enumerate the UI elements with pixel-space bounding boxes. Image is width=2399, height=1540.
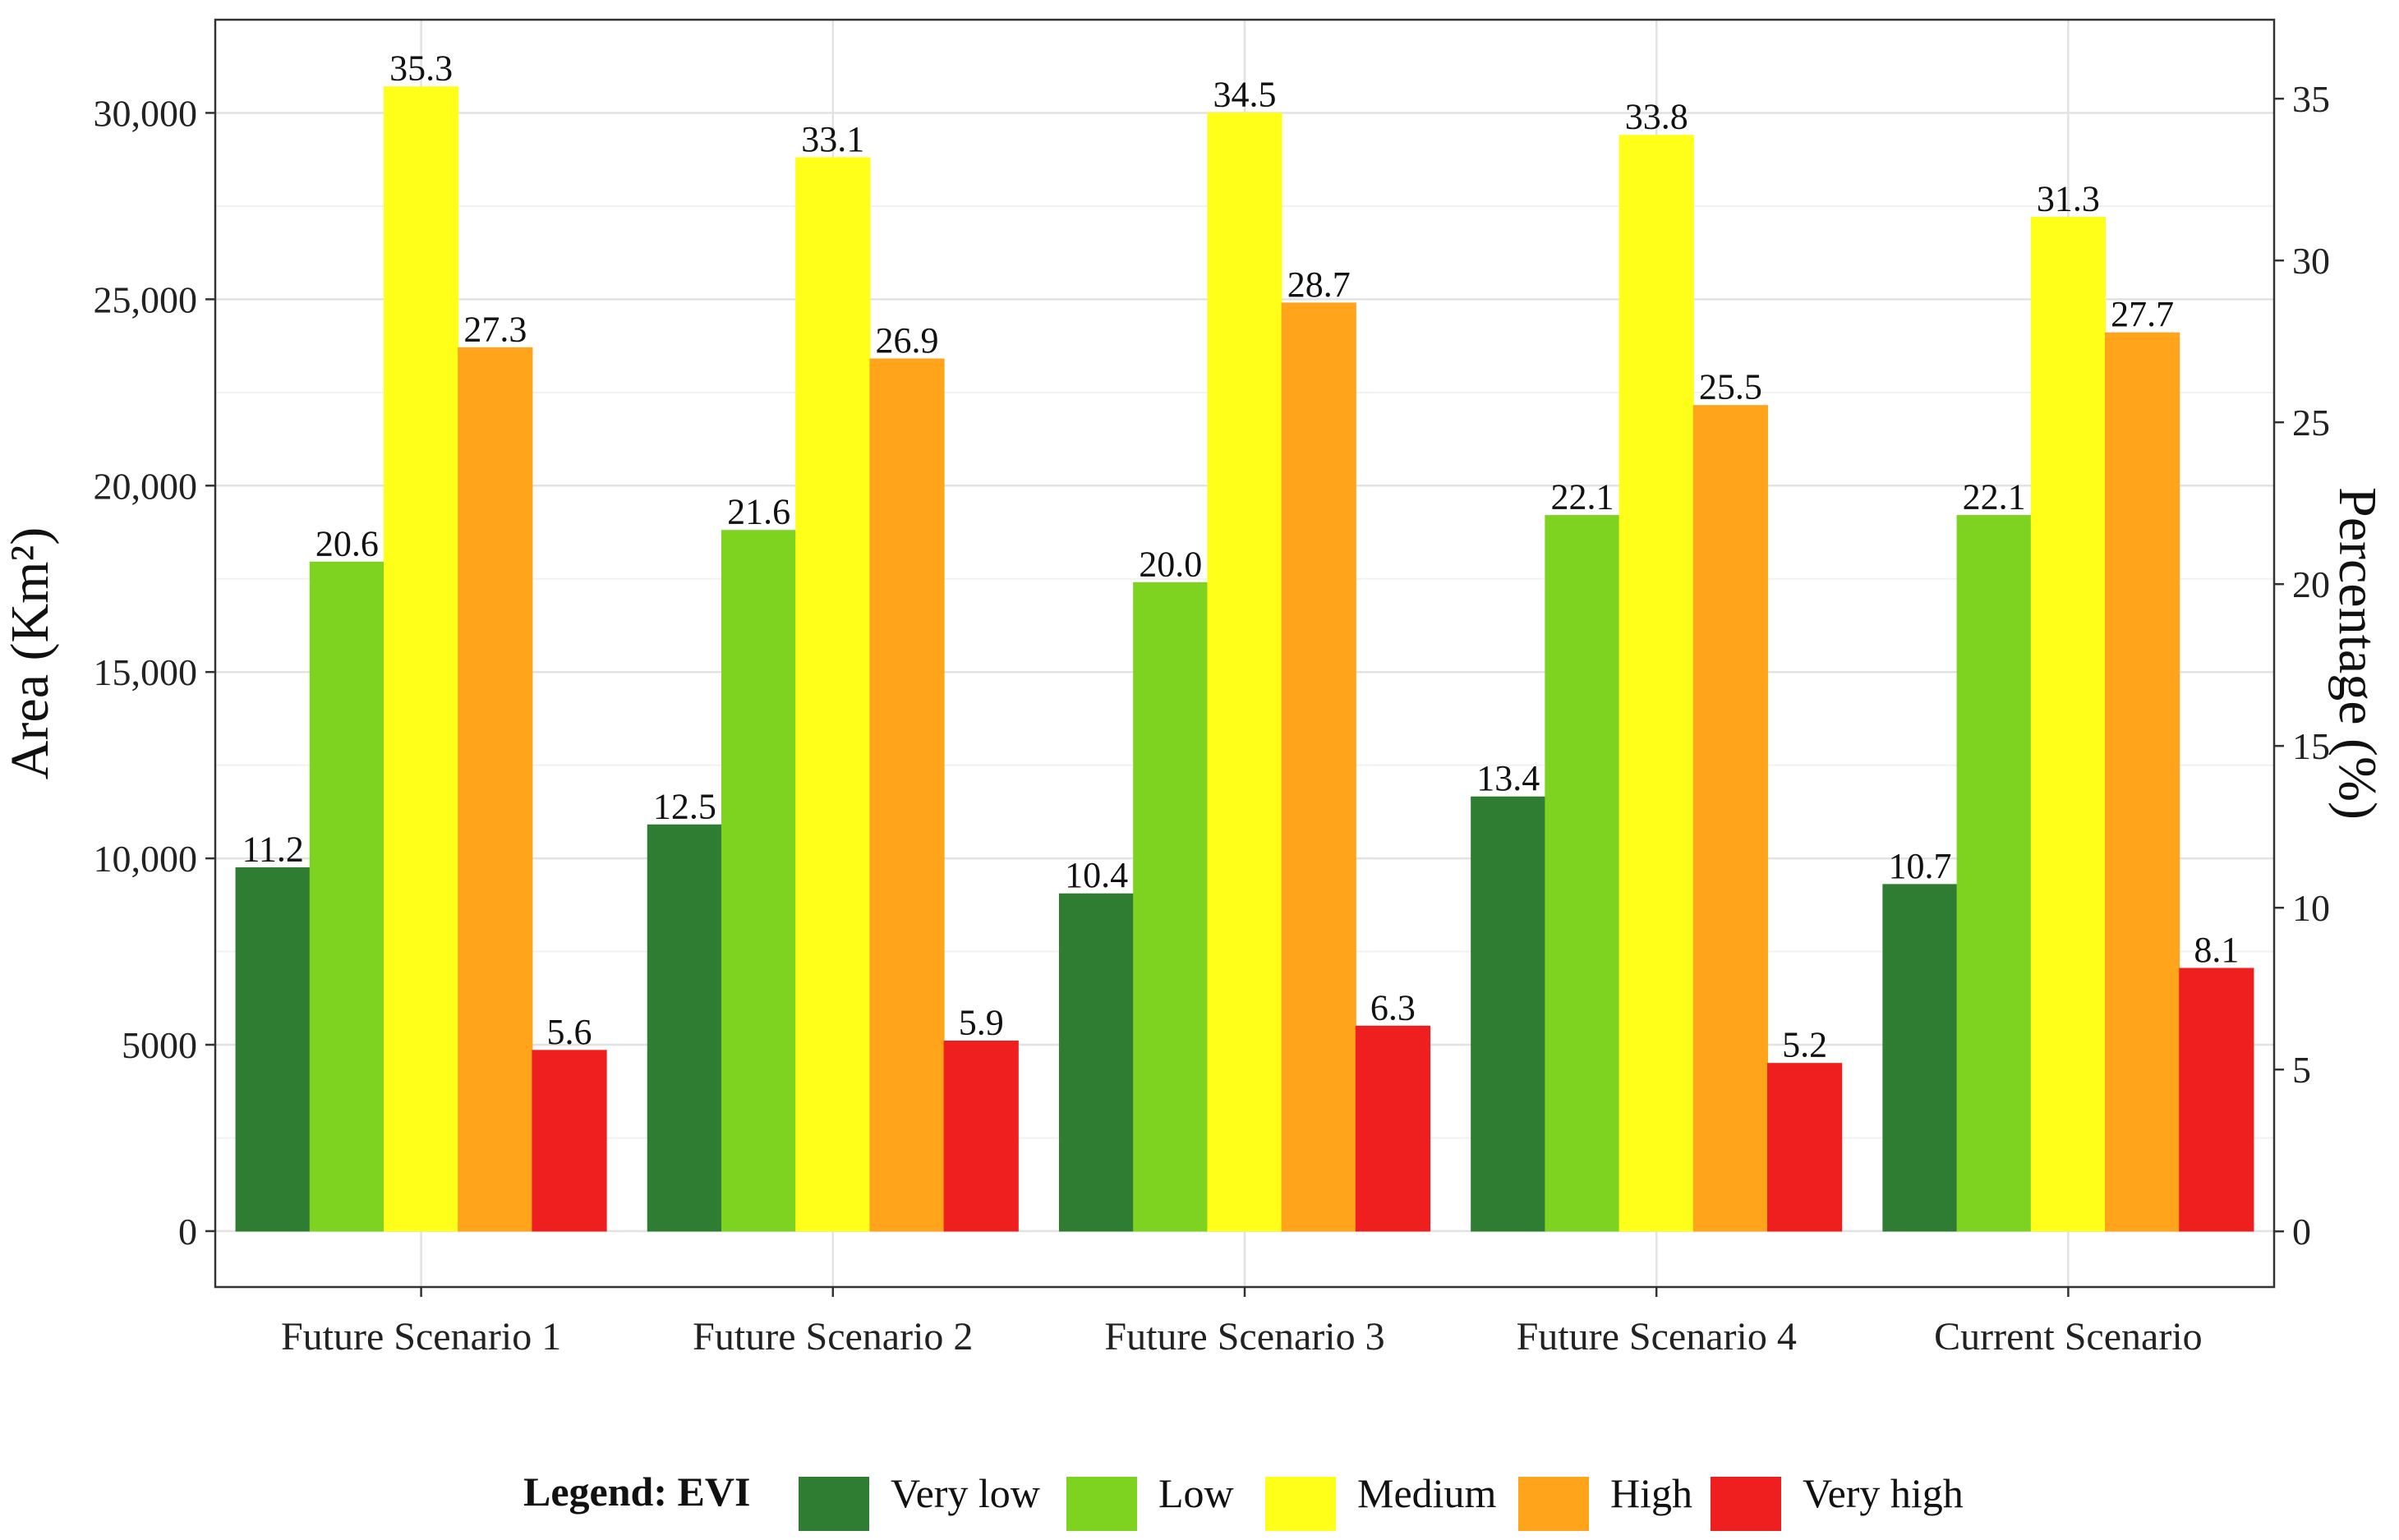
bar-data-label: 11.2: [242, 829, 303, 869]
bar-data-label: 25.5: [1699, 367, 1762, 407]
legend-title: Legend: EVI: [523, 1469, 750, 1515]
bar: [1882, 884, 1958, 1232]
bar: [1545, 515, 1620, 1232]
legend-label: Very low: [891, 1470, 1040, 1516]
bar: [795, 157, 871, 1232]
bar: [943, 1040, 1019, 1232]
bar: [2105, 332, 2180, 1232]
bar: [532, 1050, 607, 1232]
data-labels-layer: 11.2 20.6 35.3 27.3 5.6 12.5 21.6 33.1 26.9 5.9 10…: [242, 48, 2239, 1065]
bar: [309, 561, 384, 1232]
bar: [1471, 796, 1546, 1232]
y2-tick-label: 25: [2292, 402, 2330, 444]
bar: [2030, 217, 2107, 1232]
bar: [1133, 582, 1209, 1232]
bar-data-label: 34.5: [1213, 74, 1277, 114]
bar-data-label: 27.7: [2111, 294, 2174, 334]
bar-data-label: 10.7: [1888, 846, 1951, 886]
y-tick-label: 20,000: [94, 465, 198, 507]
y2-tick-label: 5: [2292, 1049, 2311, 1091]
bar: [235, 867, 311, 1232]
bar: [1355, 1025, 1431, 1232]
bar-data-label: 27.3: [463, 309, 527, 349]
x-tick-label: Future Scenario 1: [281, 1315, 561, 1358]
y-tick-label: 0: [178, 1211, 197, 1253]
bar: [1692, 405, 1769, 1232]
bar-data-label: 5.6: [547, 1012, 592, 1052]
bar: [721, 530, 797, 1232]
y-tick-label: 25,000: [94, 278, 198, 320]
y-axis-title: Area (Km²): [0, 527, 60, 779]
bar: [458, 347, 533, 1232]
legend-label: Medium: [1357, 1470, 1497, 1516]
bar-data-label: 28.7: [1287, 264, 1351, 305]
bar-data-label: 22.1: [1963, 477, 2026, 517]
y2-tick-label: 0: [2292, 1211, 2311, 1253]
y2-tick-label: 15: [2292, 725, 2330, 767]
bar: [383, 86, 459, 1232]
bar-data-label: 10.4: [1065, 855, 1128, 895]
legend-label: Low: [1158, 1470, 1234, 1516]
legend-key: [799, 1477, 869, 1531]
bar-data-label: 33.1: [801, 119, 864, 159]
legend-label: Very high: [1803, 1470, 1964, 1516]
y2-tick-label: 35: [2292, 78, 2330, 120]
bar-data-label: 6.3: [1370, 987, 1416, 1027]
bar-data-label: 35.3: [389, 48, 453, 89]
legend-key: [1711, 1477, 1781, 1531]
bar: [647, 824, 722, 1232]
axis-layer: 0 5000 10,000 15,000 20,000 25,000 30,000 0 5 10 1…: [94, 78, 2331, 1358]
bar-data-label: 22.1: [1550, 477, 1614, 517]
bar-data-label: 33.8: [1625, 97, 1688, 137]
y2-tick-label: 20: [2292, 563, 2330, 605]
y-tick-label: 15,000: [94, 651, 198, 693]
bar-data-label: 12.5: [653, 786, 716, 826]
y2-axis-title: Percentage (%): [2328, 487, 2387, 820]
bar-data-label: 20.6: [315, 523, 379, 563]
legend-label: High: [1610, 1470, 1692, 1516]
y-tick-label: 5000: [122, 1024, 197, 1066]
y-tick-label: 30,000: [94, 92, 198, 134]
bar: [1207, 112, 1282, 1232]
bar-data-label: 20.0: [1139, 544, 1202, 584]
y2-tick-label: 30: [2292, 240, 2330, 282]
bar-data-label: 8.1: [2194, 930, 2239, 970]
bar: [1619, 135, 1694, 1232]
bar-data-label: 13.4: [1476, 758, 1540, 798]
bar: [1956, 515, 2032, 1232]
bar: [869, 358, 945, 1232]
bar-data-label: 5.9: [959, 1002, 1004, 1042]
legend-key: [1066, 1477, 1137, 1531]
y2-tick-label: 10: [2292, 887, 2330, 929]
legend-key: [1265, 1477, 1336, 1531]
bar: [1767, 1063, 1843, 1232]
bar-data-label: 26.9: [876, 320, 939, 361]
bar: [1281, 302, 1356, 1232]
bar-data-label: 5.2: [1782, 1025, 1827, 1065]
bar-data-label: 21.6: [727, 492, 790, 532]
legend-key: [1518, 1477, 1589, 1531]
x-tick-label: Future Scenario 4: [1517, 1315, 1797, 1358]
x-tick-label: Future Scenario 3: [1104, 1315, 1384, 1358]
y-tick-label: 10,000: [94, 838, 198, 880]
bar: [2179, 968, 2254, 1232]
legend: Legend: EVI Very low Low Medium High Very hi…: [523, 1469, 1964, 1531]
x-tick-label: Future Scenario 2: [693, 1315, 973, 1358]
bar-data-label: 31.3: [2037, 179, 2100, 219]
bars-layer: [235, 86, 2254, 1232]
bar: [1058, 893, 1135, 1232]
x-tick-label: Current Scenario: [1934, 1315, 2203, 1358]
